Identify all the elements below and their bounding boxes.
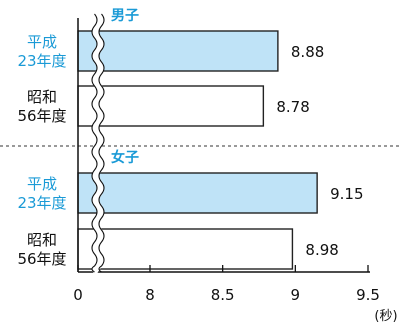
bar-value-label: 9.15 [330,185,363,203]
x-tick-label: 9 [291,286,301,304]
x-tick-label: 0 [73,286,83,304]
axis-break-line [91,13,98,273]
bar [77,228,294,270]
category-label: 56年度 [17,250,66,268]
category-label: 昭和 [27,88,57,106]
bar [77,172,318,214]
group-title-girls: 女子 [111,149,139,166]
axis-break-gap [92,11,104,276]
category-label: 平成 [27,33,57,51]
x-tick-label: 8.5 [211,286,235,304]
category-label: 23年度 [17,52,66,70]
bar-value-label: 8.88 [291,43,324,61]
bar [77,30,279,72]
text-layer: 男子8.88平成23年度8.78昭和56年度女子9.15平成23年度8.98昭和… [17,8,397,323]
x-unit-label: (秒) [374,309,397,323]
axis-break-line [98,13,105,273]
bar-value-label: 8.78 [276,98,309,116]
category-label: 23年度 [17,194,66,212]
bars-layer [77,30,318,270]
category-label: 56年度 [17,107,66,125]
category-label: 昭和 [27,231,57,249]
category-label: 平成 [27,175,57,193]
x-tick-label: 8 [145,286,155,304]
bar [77,85,265,127]
bar-value-label: 8.98 [305,241,338,259]
x-tick-label: 9.5 [356,286,380,304]
group-title-boys: 男子 [111,8,139,24]
axis-layer [0,11,402,276]
